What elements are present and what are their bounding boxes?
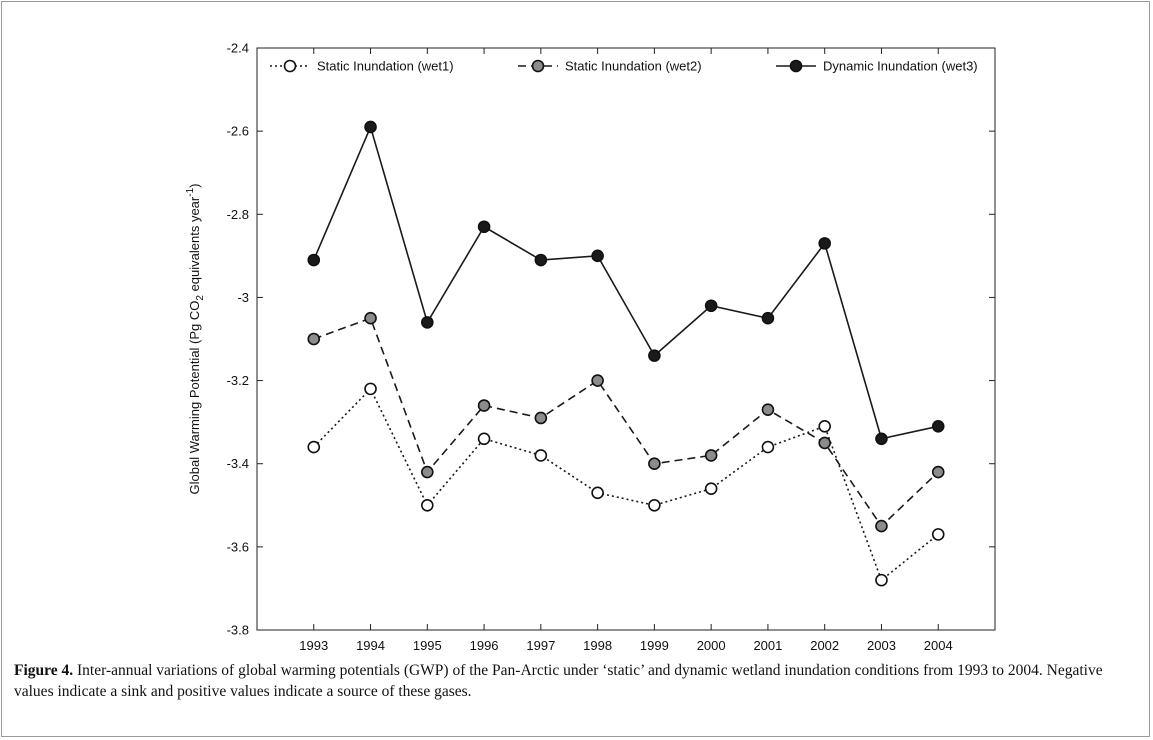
y-tick-label: -3.6 [227,539,249,554]
series-line-3 [313,124,939,440]
data-point-3 [534,253,548,267]
data-point-2 [477,399,491,412]
data-point-3 [931,419,945,433]
data-point-3 [591,249,604,263]
data-point-2 [534,411,548,425]
data-point-2 [648,457,661,471]
legend-label-3: Dynamic Inundation (wet3) [823,59,978,74]
data-point-3 [761,311,775,325]
data-point-3 [364,120,377,134]
figure-caption: Figure 4. Inter-annual variations of glo… [14,660,1139,702]
data-point-3 [818,237,831,250]
y-axis-label: Global Warming Potential (Pg CO2 equival… [185,184,206,495]
x-tick-label: 1994 [356,638,385,653]
y-tick-label: -2.8 [227,207,249,222]
data-point-2 [364,311,377,325]
data-point-2 [875,519,888,533]
x-tick-label: 2004 [924,638,953,653]
x-tick-label: 1993 [299,638,328,653]
x-tick-label: 1999 [640,638,669,653]
data-point-1 [704,482,718,495]
data-point-2 [704,449,718,462]
legend-marker-2 [531,59,545,73]
legend-marker-1 [283,59,297,73]
y-tick-label: -3.8 [227,623,249,638]
legend-label-1: Static Inundation (wet1) [317,59,454,74]
data-point-1 [818,419,831,433]
data-point-3 [307,253,321,267]
data-point-1 [875,573,888,587]
data-point-1 [648,498,661,512]
y-tick-label: -2.4 [227,41,249,56]
x-tick-label: 2001 [753,638,782,653]
x-tick-label: 1998 [583,638,612,653]
data-point-1 [534,449,548,462]
caption-text: Inter-annual variations of global warmin… [14,662,1103,700]
y-tick-label: -2.6 [227,124,249,139]
x-tick-label: 1995 [413,638,442,653]
x-tick-label: 1996 [470,638,499,653]
x-tick-label: 2003 [867,638,896,653]
legend-marker-3 [789,59,803,73]
line-chart: -2.4 -2.6 -2.8 -3 -3.2 -3.4 -3.6 -3.8 1993 1994 19… [185,41,996,653]
x-tick-label: 2002 [810,638,839,653]
x-tick-label: 1997 [526,638,555,653]
figure-label: Figure 4. [14,662,74,679]
series-line-1 [313,387,939,582]
legend-label-2: Static Inundation (wet2) [565,59,702,74]
data-point-3 [648,349,661,362]
data-point-3 [477,220,491,234]
y-tick-label: -3.2 [227,373,249,388]
data-point-2 [307,332,321,346]
data-point-2 [761,403,775,416]
data-point-3 [421,316,434,329]
data-point-3 [704,299,718,313]
data-point-1 [421,498,434,512]
data-point-2 [591,374,604,387]
x-tick-label: 2000 [697,638,726,653]
y-tick-label: -3.4 [227,456,249,471]
data-point-2 [818,436,831,450]
data-point-3 [875,432,888,446]
data-point-1 [761,440,775,454]
plot-area [256,47,996,631]
data-point-2 [931,465,945,479]
data-point-1 [931,528,945,541]
series-line-2 [313,317,939,528]
data-point-1 [307,440,321,454]
y-tick-label: -3 [237,290,249,305]
data-point-1 [364,382,377,396]
data-point-1 [591,486,604,500]
data-point-2 [421,465,434,479]
data-point-1 [477,432,491,446]
